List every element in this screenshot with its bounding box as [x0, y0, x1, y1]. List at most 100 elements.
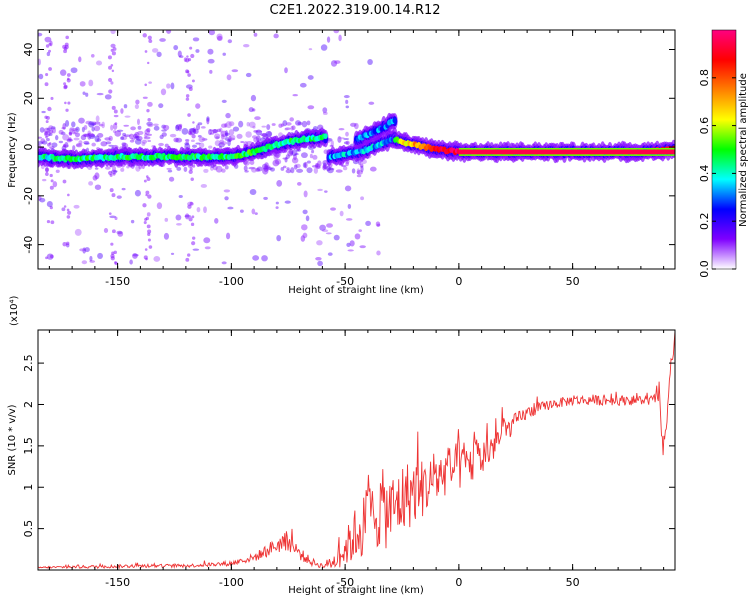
noise-speck	[62, 134, 70, 141]
colorbar: 0.0 0.2 0.4 0.6 0.8 Normalized spectral ampl…	[698, 29, 749, 278]
noise-speck	[212, 128, 217, 134]
snr-line	[38, 330, 675, 570]
noise-speck	[337, 136, 342, 143]
noise-speck	[104, 94, 112, 100]
noise-speck	[71, 121, 76, 128]
noise-speck	[302, 232, 308, 239]
noise-speck	[74, 228, 82, 236]
noise-streak	[111, 69, 115, 73]
noise-streak	[111, 229, 116, 234]
noise-streak	[44, 115, 48, 119]
colorbar-gradient	[711, 29, 737, 270]
noise-speck	[209, 132, 215, 135]
noise-speck	[193, 128, 199, 135]
noise-streak	[66, 208, 70, 212]
noise-speck	[231, 69, 239, 73]
noise-speck	[79, 248, 86, 252]
noise-speck	[289, 117, 294, 122]
noise-speck	[312, 154, 318, 160]
noise-streak	[50, 220, 55, 225]
spectrogram-x-axis-label: Height of straight line (km)	[288, 285, 424, 296]
noise-speck	[73, 131, 78, 134]
noise-speck	[345, 140, 350, 146]
noise-speck	[284, 157, 288, 163]
noise-speck	[120, 135, 128, 141]
noise-speck	[200, 126, 206, 129]
noise-streak	[45, 135, 48, 139]
noise-speck	[315, 256, 322, 261]
noise-streak	[49, 185, 54, 190]
noise-speck	[72, 129, 76, 135]
noise-speck	[82, 247, 86, 254]
noise-speck	[134, 136, 140, 140]
noise-speck	[227, 206, 234, 210]
x-tick-label: 50	[566, 275, 580, 288]
noise-speck	[121, 187, 126, 191]
noise-speck	[51, 142, 58, 148]
noise-speck	[110, 30, 116, 35]
noise-speck	[175, 214, 182, 221]
noise-speck	[308, 48, 313, 51]
noise-speck	[315, 162, 319, 168]
noise-speck	[94, 121, 101, 125]
noise-speck	[129, 259, 133, 265]
noise-speck	[326, 223, 333, 228]
noise-speck	[168, 176, 175, 182]
snr-y-axis-label: SNR (10 * v/v)	[7, 404, 18, 475]
noise-speck	[197, 122, 203, 126]
noise-speck	[224, 123, 228, 128]
noise-speck	[192, 37, 200, 42]
noise-speck	[116, 195, 122, 199]
noise-speck	[323, 164, 329, 170]
noise-streak	[147, 118, 151, 122]
noise-streak	[68, 131, 72, 135]
ridge-band-edge	[458, 154, 675, 156]
noise-speck	[84, 247, 90, 253]
noise-speck	[343, 137, 350, 141]
colorbar-tick-label: 0.4	[698, 165, 711, 183]
noise-speck	[342, 166, 348, 171]
noise-speck	[254, 116, 261, 121]
noise-speck	[291, 157, 299, 164]
noise-speck	[163, 124, 170, 131]
noise-streak	[49, 173, 53, 178]
noise-speck	[196, 206, 201, 213]
noise-speck	[159, 134, 164, 140]
noise-speck	[252, 125, 256, 129]
noise-speck	[326, 36, 331, 43]
noise-speck	[214, 133, 221, 140]
noise-streak	[46, 219, 51, 224]
noise-streak	[113, 250, 117, 255]
noise-speck	[261, 163, 268, 170]
noise-speck	[207, 58, 215, 64]
noise-speck	[113, 114, 119, 118]
noise-speck	[243, 44, 250, 48]
noise-speck	[322, 107, 328, 114]
noise-streak	[190, 222, 195, 227]
noise-speck	[58, 129, 64, 135]
noise-streak	[146, 109, 150, 113]
noise-speck	[48, 133, 53, 137]
noise-speck	[253, 130, 259, 133]
noise-streak	[63, 82, 67, 86]
noise-speck	[181, 127, 189, 135]
noise-streak	[192, 236, 196, 240]
noise-speck	[249, 188, 257, 196]
colorbar-label: Normalized spectral amplitude	[738, 73, 749, 227]
noise-speck	[320, 44, 328, 51]
noise-speck	[83, 125, 88, 130]
noise-speck	[88, 134, 96, 139]
noise-speck	[132, 253, 139, 257]
noise-speck	[38, 136, 42, 139]
noise-speck	[147, 101, 153, 107]
noise-speck	[112, 130, 117, 133]
spectrogram-axes: -150 -100 -50 0 50 -40 -20 0 20 40	[22, 30, 675, 288]
ridge-band-edge	[458, 147, 675, 150]
noise-streak	[47, 106, 52, 112]
noise-streak	[192, 121, 195, 124]
noise-streak	[148, 245, 153, 249]
noise-streak	[45, 73, 49, 77]
noise-speck	[143, 136, 151, 140]
noise-speck	[284, 67, 288, 74]
noise-speck	[78, 56, 82, 63]
